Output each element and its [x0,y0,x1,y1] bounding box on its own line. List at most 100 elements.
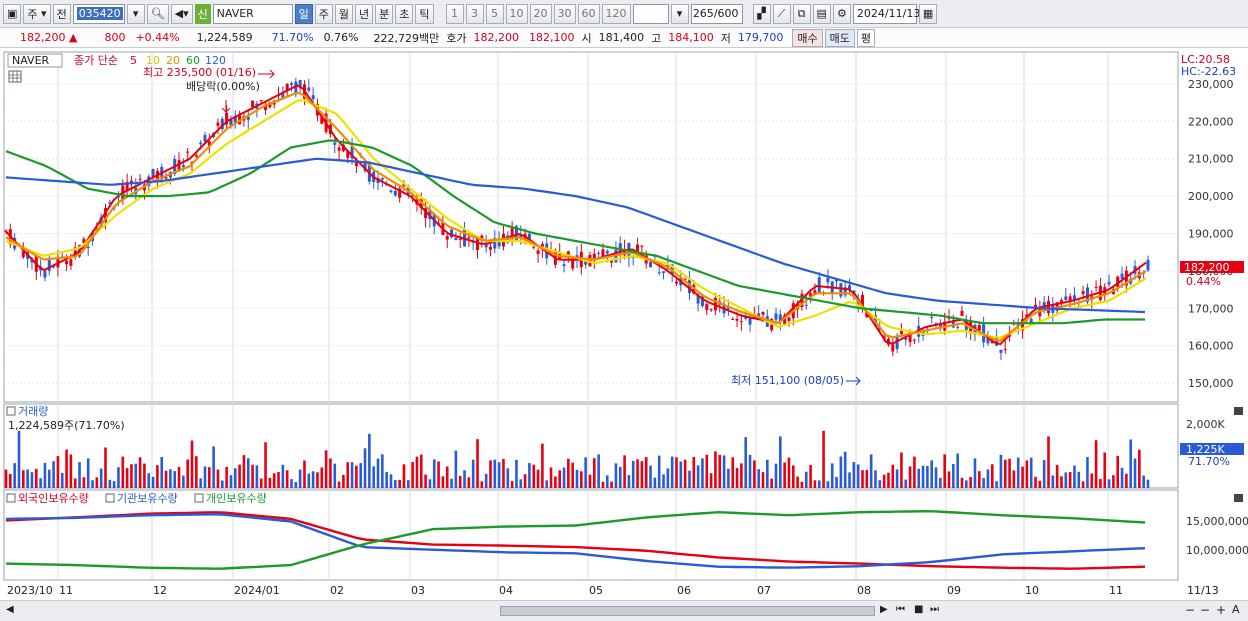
price-axis-label: 150,000 [1188,377,1234,390]
price-axis-label: 210,000 [1188,153,1234,166]
sound-icon[interactable]: ◀▾ [170,3,193,24]
volume-bar [242,455,246,488]
volume-bar [662,474,665,488]
candle-body [562,264,566,267]
candle-body [1059,300,1063,304]
holdings-close-icon[interactable] [1234,494,1243,502]
volume-bar [47,469,51,488]
scroll-left-icon[interactable]: ◀ [6,604,14,615]
candle-body [1116,276,1120,287]
interval-10[interactable]: 10 [505,3,528,24]
volume-bar [731,457,735,488]
candle-body [164,177,168,179]
zoom-out-icon[interactable]: − [1185,603,1196,617]
rewind-icon[interactable]: ⏮ [896,604,905,615]
scroll-bar[interactable]: ◀ ▶ ⏮ ■ ⏭ − − + A [0,600,1248,621]
code-dropdown-icon[interactable]: ▾ [126,3,145,24]
scroll-thumb[interactable] [500,606,875,616]
candle-body [826,277,830,283]
volume-bar [1090,473,1094,488]
sell-button[interactable]: 매도 [824,28,855,47]
volume-bar [177,466,181,488]
interval-30[interactable]: 30 [553,3,576,24]
volume-bar [112,481,116,488]
prev-button[interactable]: 전 [52,3,71,24]
candle-body [696,294,700,304]
interval-20[interactable]: 20 [529,3,552,24]
save-icon[interactable]: ▤ [812,3,831,24]
interval-120[interactable]: 120 [601,3,631,24]
volume-bar [593,458,596,488]
stop-icon[interactable]: ■ [914,604,924,615]
candle-body [761,312,765,315]
candle-body [804,304,808,306]
candle-body [177,160,181,172]
interval-1[interactable]: 1 [445,3,464,24]
stock-chart[interactable]: 230,000220,000210,000200,000190,000180,0… [0,48,1248,600]
interval-dropdown-icon[interactable]: ▾ [670,3,689,24]
volume-bar [22,470,25,488]
volume-bar [1094,440,1098,488]
holdings-panel-icon [6,493,16,503]
draw-tools-icon[interactable]: ⟋ [772,3,791,24]
holdings-panel[interactable] [3,489,1179,581]
price-panel[interactable] [3,51,1179,403]
volume-bar [298,469,302,488]
volume-axis-2000k: 2,000K [1186,418,1225,431]
date-input[interactable]: 2024/11/13 [852,3,920,24]
code-input[interactable]: 035420 [72,3,125,24]
volume-bar [264,442,267,488]
candle-body [229,120,233,126]
candle-body [843,287,847,296]
volume-bar [1116,455,1120,488]
market-select[interactable]: 주 ▾ [23,3,51,24]
candle-body [817,277,821,293]
window-menu-icon[interactable]: ▣ [3,3,22,24]
scroll-right-icon[interactable]: ▶ [880,604,888,615]
volume-bar [30,472,34,488]
volume-bar [9,474,12,488]
volume-panel[interactable] [3,403,1179,489]
fast-forward-icon[interactable]: ⏭ [930,604,939,615]
gear-icon[interactable]: ⚙ [832,3,851,24]
copy-icon[interactable]: ⧉ [792,3,811,24]
stock-name-field[interactable]: NAVER [212,3,293,24]
period-minute[interactable]: 분 [375,3,394,24]
volume-bar [372,466,375,488]
candle-body [778,314,782,322]
zoom-in-icon[interactable]: + [1216,603,1227,617]
volume-bar [268,477,272,488]
period-tick[interactable]: 틱 [415,3,434,24]
buy-button[interactable]: 매수 [792,28,823,47]
avg-button[interactable]: 평 [856,28,876,47]
period-year[interactable]: 년 [355,3,374,24]
volume-bar [843,451,847,488]
candle-body [899,330,903,334]
period-week[interactable]: 주 [314,3,333,24]
zoom-minus-icon[interactable]: − [1200,603,1211,617]
interval-3[interactable]: 3 [465,3,484,24]
volume-bar [160,456,164,488]
table-icon[interactable] [8,70,22,83]
volume-bar [290,479,293,488]
volume-bar [95,477,99,488]
chart-tools-icon[interactable]: ▞ [752,3,771,24]
calendar-icon[interactable]: ▦ [918,3,938,24]
period-day[interactable]: 일 [294,3,313,24]
candle-body [588,254,592,267]
table-icon-grid [9,71,21,82]
count-input[interactable]: 265/600 [690,3,743,24]
search-icon[interactable]: 🔍︎ [146,3,169,24]
auto-scale-icon[interactable]: A [1232,603,1240,616]
volume-bar [588,474,592,488]
interval-60[interactable]: 60 [577,3,600,24]
interval-custom-input[interactable] [632,3,669,24]
candle-body [930,316,934,318]
interval-5[interactable]: 5 [485,3,504,24]
volume-close-icon[interactable] [1234,407,1243,415]
volume-bar [709,473,713,488]
period-second[interactable]: 초 [395,3,414,24]
market-label: 주 [27,7,38,21]
volume-bar [649,465,652,488]
period-month[interactable]: 월 [334,3,354,24]
